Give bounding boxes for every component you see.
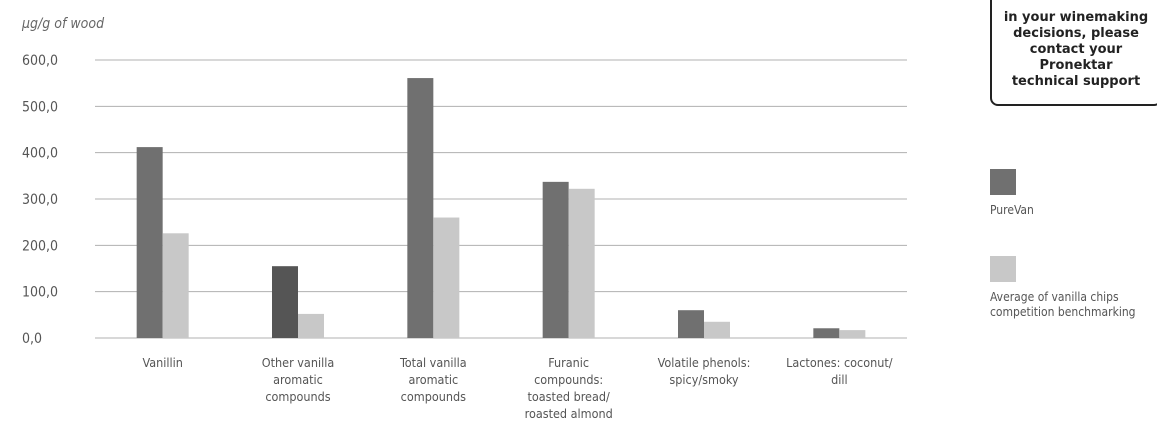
legend-swatch-purevan [990,169,1016,195]
bar-purevan [678,310,704,338]
bar-chart: µg/g of wood 0,0 100,0 200,0 300,0 400,0 500,… [21,16,907,421]
x-category-label: Other vanilla aromatic compounds [262,355,334,404]
x-category-label: Total vanilla aromatic compounds [399,355,467,404]
y-tick-label: 500,0 [22,99,58,115]
info-callout-box: in your winemaking decisions, please con… [990,0,1157,106]
bar-purevan [272,266,298,338]
x-axis-categories: Vanillin Other vanilla aromatic compounds To… [142,355,892,421]
bar-purevan [813,328,840,338]
bar-average [433,217,460,338]
legend-label-average: Average of vanilla chips competition ben… [990,290,1136,319]
y-tick-label: 600,0 [22,53,58,69]
bar-average [839,330,866,338]
bar-average [568,188,595,338]
x-category-label: Vanillin [142,355,182,370]
bar-average [298,313,324,338]
x-category-label: Volatile phenols: spicy/smoky [658,355,751,387]
y-tick-label: 0,0 [22,331,42,347]
callout-text: in your winemaking decisions, please con… [1003,10,1149,89]
y-tick-label: 200,0 [22,238,58,254]
gridlines [95,59,907,339]
y-tick-label: 100,0 [22,285,58,301]
bar-purevan [542,181,569,338]
x-category-label: Lactones: coconut/dill [786,355,893,387]
y-tick-label: 400,0 [22,146,58,162]
legend-item-average: Average of vanilla chips competition ben… [990,256,1136,320]
y-tick-label: 300,0 [22,192,58,208]
bar-purevan [136,147,163,338]
legend-swatch-average [990,256,1016,282]
bar-purevan [407,78,434,338]
legend-label-purevan: PureVan [990,203,1034,217]
bar-average [162,233,189,338]
y-axis-label: µg/g of wood [21,16,105,32]
bars [136,78,866,338]
x-category-label: Furanic compounds: toasted bread/roasted a… [525,355,613,421]
legend-item-purevan: PureVan [990,169,1034,218]
y-axis-ticks: 0,0 100,0 200,0 300,0 400,0 500,0 600,0 [22,53,58,347]
bar-average [704,321,730,338]
